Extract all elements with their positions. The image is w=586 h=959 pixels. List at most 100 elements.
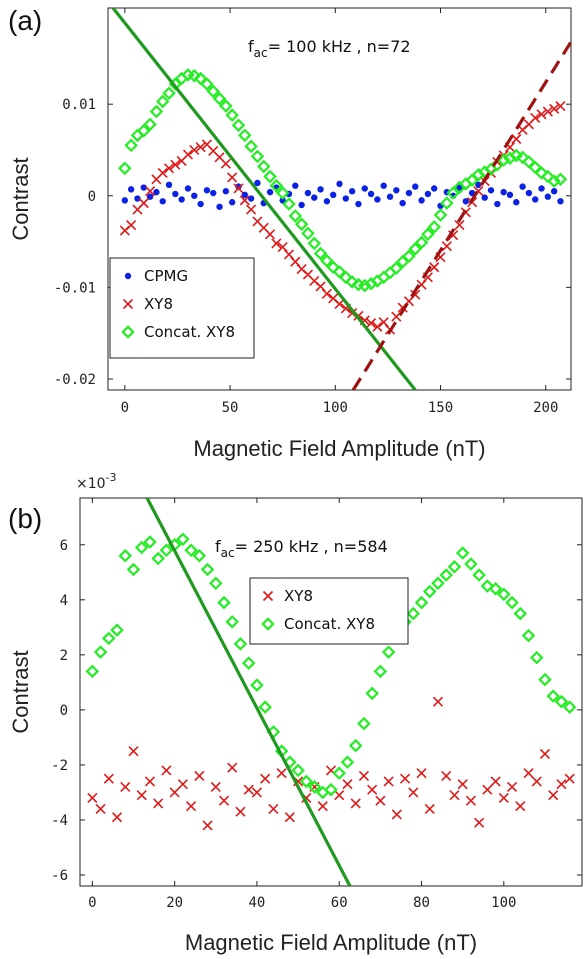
data-point-diamond xyxy=(534,166,549,180)
data-point-diamond xyxy=(447,560,462,574)
chart-panel-b: 0 20 40 60 80 100 -6 -4 -2 0 2 4 6 Magnetic Field Amp… xyxy=(8,471,583,955)
data-point-x xyxy=(408,787,419,798)
data-point-diamond xyxy=(414,595,429,610)
data-point-dot xyxy=(424,190,432,198)
legend: XY8 Concat. XY8 xyxy=(249,577,409,645)
data-point-diamond xyxy=(200,562,215,577)
data-point-diamond xyxy=(155,94,170,109)
data-point-x xyxy=(465,795,476,806)
data-point-diamond xyxy=(455,546,470,560)
plot-area-frame xyxy=(79,497,583,887)
data-point-x xyxy=(170,159,181,170)
data-point-x xyxy=(243,784,254,795)
data-point-dot xyxy=(367,190,375,198)
data-point-x xyxy=(424,803,435,815)
data-point-dot xyxy=(355,200,362,208)
data-point-x xyxy=(410,289,421,300)
data-point-diamond xyxy=(431,576,445,591)
series-concat-xy8 xyxy=(118,68,568,293)
data-point-dot xyxy=(140,184,147,191)
y-tick-label: -2 xyxy=(51,758,68,774)
legend-entry-label: XY8 xyxy=(284,587,313,605)
data-point-diamond xyxy=(225,615,240,629)
data-point-dot xyxy=(380,182,387,189)
data-point-diamond xyxy=(159,543,174,558)
data-point-x xyxy=(157,167,168,178)
data-point-diamond xyxy=(422,584,437,599)
data-point-x xyxy=(542,106,553,117)
data-point-diamond xyxy=(513,606,528,621)
data-point-diamond xyxy=(261,617,275,631)
data-point-diamond xyxy=(439,568,453,582)
data-point-x xyxy=(457,779,468,790)
data-point-x xyxy=(122,298,134,310)
series-xy8 xyxy=(87,696,575,831)
data-point-dot xyxy=(329,191,337,199)
data-point-x xyxy=(163,163,175,174)
data-point-x xyxy=(227,172,238,183)
y-exponent-label: ×10-3 xyxy=(76,471,117,492)
data-point-x xyxy=(251,787,262,798)
data-point-dot xyxy=(146,193,154,200)
data-point-x xyxy=(372,321,383,332)
data-point-dot xyxy=(127,186,135,193)
data-point-dot xyxy=(235,183,242,190)
x-axis-label: Magnetic Field Amplitude (nT) xyxy=(193,436,485,461)
data-point-diamond xyxy=(102,631,116,646)
data-point-x xyxy=(441,241,452,252)
data-point-x xyxy=(454,220,465,231)
data-point-dot xyxy=(203,187,211,194)
data-point-dot xyxy=(121,197,129,204)
fit-line-solid xyxy=(111,8,417,390)
data-point-diamond xyxy=(440,196,454,210)
legend: CPMG XY8 Concat. XY8 xyxy=(109,257,255,359)
x-tick-label: 50 xyxy=(222,400,239,416)
y-tick-label: 4 xyxy=(60,593,68,609)
fit-line-dashed xyxy=(351,41,571,390)
data-point-diamond xyxy=(496,153,511,167)
plot-area-frame xyxy=(107,7,572,391)
data-point-diamond xyxy=(93,645,108,659)
data-point-diamond xyxy=(294,217,309,231)
data-point-x xyxy=(515,801,526,812)
data-point-x xyxy=(268,803,279,815)
data-point-diamond xyxy=(381,645,396,659)
data-point-x xyxy=(153,798,164,809)
plot-content xyxy=(111,8,571,390)
y-tick-label: 6 xyxy=(60,538,68,554)
data-point-diamond xyxy=(313,246,328,261)
data-point-diamond xyxy=(238,128,252,143)
data-point-diamond xyxy=(339,270,353,285)
data-point-diamond xyxy=(521,628,536,643)
data-point-diamond xyxy=(357,278,372,293)
x-axis-label: Magnetic Field Amplitude (nT) xyxy=(185,930,477,955)
data-point-diamond xyxy=(464,557,478,571)
data-point-diamond xyxy=(126,562,141,577)
data-point-dot xyxy=(525,189,533,197)
legend-entry-label: Concat. XY8 xyxy=(284,615,375,633)
data-point-x xyxy=(87,792,98,804)
data-point-diamond xyxy=(324,782,338,797)
data-point-x xyxy=(549,103,560,114)
data-point-diamond xyxy=(433,208,448,222)
data-point-x xyxy=(195,142,206,153)
data-point-dot xyxy=(311,194,318,201)
data-point-x xyxy=(262,590,274,602)
data-point-x xyxy=(482,784,493,795)
data-point-dot xyxy=(216,203,223,210)
data-point-dot xyxy=(178,196,185,203)
data-point-x xyxy=(334,298,345,309)
data-point-dot xyxy=(348,188,356,195)
panel-label: (a) xyxy=(8,5,42,36)
data-point-dot xyxy=(456,184,463,191)
data-point-x xyxy=(103,773,114,784)
data-point-dot xyxy=(323,198,331,205)
x-tick-label: 0 xyxy=(88,895,96,911)
data-point-x xyxy=(264,229,276,240)
data-point-x xyxy=(227,762,238,773)
data-point-dot xyxy=(538,185,545,192)
data-point-diamond xyxy=(233,637,248,651)
data-point-diamond xyxy=(130,128,145,143)
data-point-dot xyxy=(431,185,438,192)
data-point-diamond xyxy=(250,678,264,692)
